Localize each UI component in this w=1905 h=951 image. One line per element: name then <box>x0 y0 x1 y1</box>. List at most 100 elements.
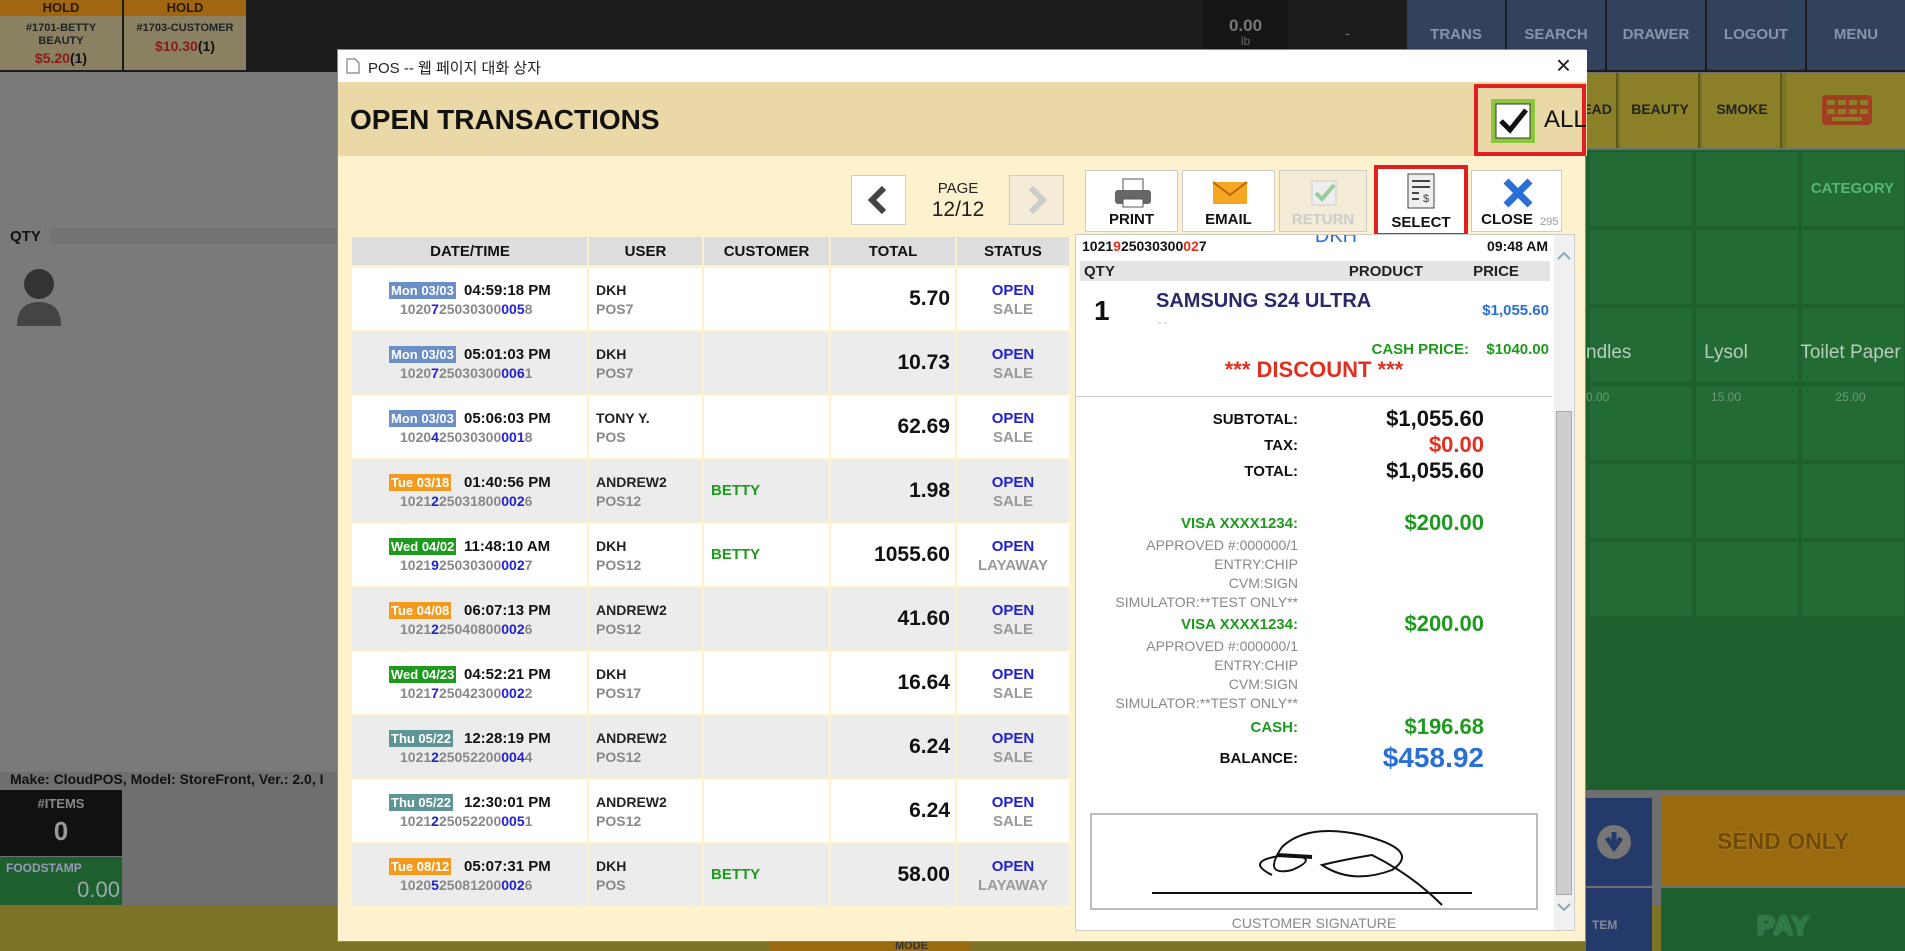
transaction-id: 10204250303000018 <box>400 429 532 445</box>
hold-ticket[interactable]: HOLD #1701-BETTY BEAUTY $5.20(1) <box>0 0 122 70</box>
product-name: Lysol <box>1704 342 1748 363</box>
transaction-row[interactable]: Wed 04/23 04:52:21 PM 10217250423000022 DKH… <box>352 652 1071 714</box>
header-divider <box>702 237 704 265</box>
payment-detail: CVM:SIGN <box>1228 575 1298 591</box>
scroll-thumb[interactable] <box>1556 411 1572 895</box>
checkbox <box>1491 99 1535 143</box>
category-button[interactable]: BEAUTY <box>1620 73 1700 148</box>
blue-button[interactable] <box>1586 888 1652 951</box>
scroll-up[interactable] <box>1554 249 1574 263</box>
all-toggle[interactable]: ALL <box>1474 84 1587 156</box>
hold-amount: $5.20(1) <box>0 50 122 66</box>
send-only-button[interactable]: SEND ONLY <box>1661 796 1905 886</box>
transaction-row[interactable]: Mon 03/03 05:01:03 PM 10207250303000061 DKH… <box>352 332 1071 394</box>
id-part: 02 <box>1183 238 1199 254</box>
id-part: 5 <box>431 877 439 893</box>
kind: SALE <box>992 685 1033 702</box>
category-button[interactable]: BREAD <box>1586 73 1618 148</box>
category-button[interactable]: SMOKE <box>1702 73 1782 148</box>
cell-divider <box>702 396 704 458</box>
day-tag: Tue 03/18 <box>389 474 452 491</box>
transaction-row[interactable]: Tue 03/18 01:40:56 PM 10212250318000026 AND… <box>352 460 1071 522</box>
items-panel: #ITEMS 0 <box>0 790 122 856</box>
cell-divider <box>1069 460 1071 522</box>
foodstamp-label: FOODSTAMP <box>6 861 82 875</box>
product-tile <box>1802 230 1904 304</box>
id-part: 25052200 <box>438 813 502 829</box>
transaction-id: 10217250423000022 <box>400 685 532 701</box>
transaction-row[interactable]: Tue 04/08 06:07:13 PM 10212250408000026 AND… <box>352 588 1071 650</box>
menu-button[interactable]: MENU <box>1807 0 1905 70</box>
transaction-row[interactable]: Mon 03/03 04:59:18 PM 10207250303000058 DKH… <box>352 268 1071 330</box>
id-part: 7 <box>431 301 439 317</box>
action-button[interactable]: CLOSE 295 <box>1471 170 1562 232</box>
window-close[interactable]: × <box>1555 50 1571 80</box>
status: OPEN <box>991 602 1035 619</box>
cell-divider <box>955 460 957 522</box>
cell-divider <box>955 588 957 650</box>
id-part: 25052200 <box>438 749 502 765</box>
action-button[interactable]: EMAIL <box>1182 170 1275 232</box>
menu-button[interactable]: LOGOUT <box>1707 0 1805 70</box>
payment-detail: APPROVED #:000000/1 <box>1146 638 1298 654</box>
action-label: SELECT <box>1391 214 1451 231</box>
receipt-divider <box>1076 396 1552 397</box>
id-part: 6 <box>524 877 533 893</box>
pay-button[interactable]: PAY <box>1661 888 1905 951</box>
status: OPEN <box>991 794 1035 811</box>
device-info: Make: CloudPOS, Model: StoreFront, Ver.:… <box>10 771 324 787</box>
transaction-row[interactable]: Wed 04/02 11:48:10 AM 10219250303000027 DKH… <box>352 524 1071 586</box>
page-button[interactable] <box>1009 175 1064 225</box>
status: OPEN <box>991 346 1035 363</box>
product-tile <box>1696 230 1798 304</box>
cell-divider <box>955 396 957 458</box>
time: 04:52:21 PM <box>464 666 551 683</box>
receipt-time: 09:48 AM <box>1487 238 1548 254</box>
product-price: 25.00 <box>1835 390 1866 404</box>
scroll-down[interactable] <box>1554 900 1574 914</box>
cell-divider <box>829 460 831 522</box>
category-label: BREAD <box>1586 101 1612 117</box>
action-button[interactable]: RETURN <box>1279 170 1367 232</box>
cell-divider <box>955 716 957 778</box>
header-divider <box>587 237 589 265</box>
cell-divider <box>829 716 831 778</box>
id-part: 1020 <box>400 877 432 893</box>
keyboard-icon <box>1822 95 1872 125</box>
product-tile <box>1802 386 1904 460</box>
summary-label: SUBTOTAL: <box>1212 411 1298 428</box>
kind: SALE <box>992 493 1033 510</box>
summary-label: VISA XXXX1234: <box>1180 515 1298 532</box>
summary-value: $0.00 <box>1428 431 1484 457</box>
page-button[interactable] <box>851 175 906 225</box>
total: 6.24 <box>909 799 950 822</box>
transaction-id: 10219250303000027 <box>400 557 532 573</box>
keyboard-button[interactable] <box>1786 73 1905 148</box>
total: 10.73 <box>897 351 950 374</box>
id-part: 9 <box>1113 238 1121 254</box>
action-button[interactable]: $ SELECT <box>1374 165 1468 237</box>
cell-divider <box>1069 268 1071 330</box>
transaction-row[interactable]: Tue 08/12 05:07:31 PM 10205250812000026 DKH… <box>352 844 1071 906</box>
cell-divider <box>955 524 957 586</box>
product-name: Toilet Paper <box>1800 342 1901 363</box>
pay-label: PAY <box>1756 910 1810 941</box>
cell-divider <box>1069 396 1071 458</box>
id-part: 1021 <box>400 557 432 573</box>
cell-divider <box>829 652 831 714</box>
arrow-button[interactable] <box>1586 798 1652 886</box>
transaction-row[interactable]: Mon 03/03 05:06:03 PM 10204250303000018 TON… <box>352 396 1071 458</box>
column-header: CUSTOMER <box>723 243 810 260</box>
hold-ticket[interactable]: HOLD #1703-CUSTOMER $10.30(1) <box>124 0 246 70</box>
action-button[interactable]: PRINT <box>1085 170 1178 232</box>
menu-label: SEARCH <box>1524 26 1588 43</box>
menu-button[interactable]: DRAWER <box>1607 0 1705 70</box>
transaction-row[interactable]: Thu 05/22 12:30:01 PM 10212250522000051 AND… <box>352 780 1071 842</box>
user: DKH <box>596 346 627 362</box>
id-part: 2 <box>431 749 439 765</box>
id-part: 002 <box>501 557 525 573</box>
cell-divider <box>829 588 831 650</box>
cell-divider <box>702 460 704 522</box>
customer: BETTY <box>711 482 761 499</box>
transaction-row[interactable]: Thu 05/22 12:28:19 PM 10212250522000044 AND… <box>352 716 1071 778</box>
